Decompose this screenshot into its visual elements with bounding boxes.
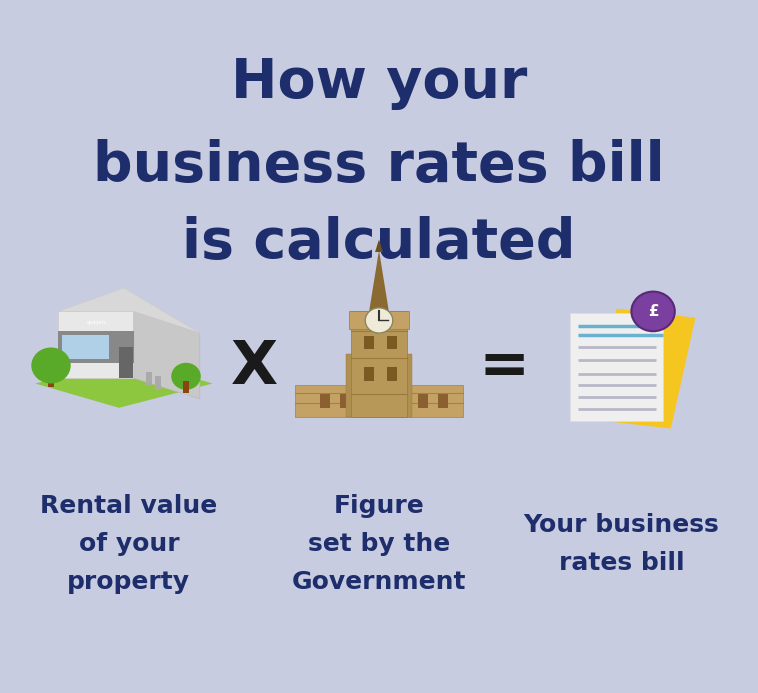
Polygon shape (352, 311, 406, 417)
Text: Rental value: Rental value (40, 494, 218, 518)
Polygon shape (295, 385, 462, 417)
Polygon shape (146, 371, 152, 385)
Polygon shape (58, 288, 200, 333)
Circle shape (365, 308, 393, 333)
Text: gadgets: gadgets (86, 319, 106, 325)
Polygon shape (364, 336, 374, 349)
Text: property: property (67, 570, 190, 594)
Text: Government: Government (292, 570, 466, 594)
Circle shape (31, 347, 70, 383)
Text: Your business: Your business (524, 513, 719, 537)
Polygon shape (340, 394, 349, 407)
Polygon shape (133, 311, 200, 399)
Polygon shape (379, 394, 389, 407)
Text: of your: of your (79, 532, 179, 556)
Text: How your: How your (231, 56, 527, 110)
Polygon shape (183, 381, 189, 392)
Circle shape (631, 292, 675, 331)
Polygon shape (346, 353, 358, 417)
Text: rates bill: rates bill (559, 551, 684, 575)
Polygon shape (58, 331, 133, 363)
Polygon shape (359, 394, 369, 407)
Circle shape (171, 363, 201, 389)
Polygon shape (592, 309, 696, 428)
Polygon shape (58, 311, 133, 378)
Text: X: X (230, 337, 277, 397)
Polygon shape (400, 353, 412, 417)
Polygon shape (349, 311, 409, 329)
Text: £: £ (648, 304, 659, 319)
Polygon shape (387, 336, 396, 349)
Polygon shape (320, 394, 330, 407)
Polygon shape (387, 367, 396, 381)
Polygon shape (62, 335, 109, 359)
Text: Figure: Figure (334, 494, 424, 518)
Text: set by the: set by the (308, 532, 450, 556)
Polygon shape (48, 374, 54, 387)
Polygon shape (36, 359, 212, 407)
Text: is calculated: is calculated (182, 216, 576, 270)
Polygon shape (570, 313, 663, 421)
Polygon shape (418, 394, 428, 407)
Polygon shape (438, 394, 448, 407)
Polygon shape (399, 394, 409, 407)
Text: business rates bill: business rates bill (93, 139, 665, 193)
Text: =: = (478, 337, 530, 397)
Polygon shape (364, 367, 374, 381)
Polygon shape (375, 239, 383, 252)
Polygon shape (119, 347, 133, 378)
Polygon shape (155, 376, 161, 389)
Polygon shape (369, 250, 389, 311)
